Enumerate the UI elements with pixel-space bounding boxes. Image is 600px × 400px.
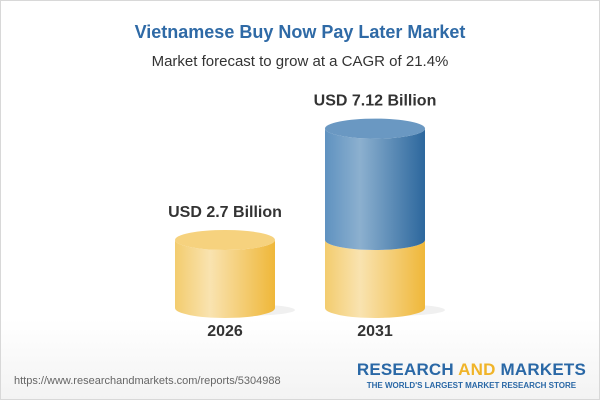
bar-top	[175, 229, 275, 250]
bar-2031-base	[325, 239, 425, 318]
data-label: USD 7.12 Billion	[314, 93, 437, 110]
category-label: 2026	[207, 323, 243, 340]
bar-2031-growth	[325, 128, 425, 250]
bar-2026-base	[175, 239, 275, 318]
data-label: USD 2.7 Billion	[168, 204, 282, 221]
chart-subtitle: Market forecast to grow at a CAGR of 21.…	[151, 53, 449, 70]
source-url[interactable]: https://www.researchandmarkets.com/repor…	[14, 375, 281, 387]
bar-top	[325, 118, 425, 139]
category-label: 2031	[357, 323, 393, 340]
research-and-markets-logo: RESEARCH AND MARKETS THE WORLD'S LARGEST…	[356, 360, 586, 390]
chart-title: Vietnamese Buy Now Pay Later Market	[134, 22, 466, 42]
